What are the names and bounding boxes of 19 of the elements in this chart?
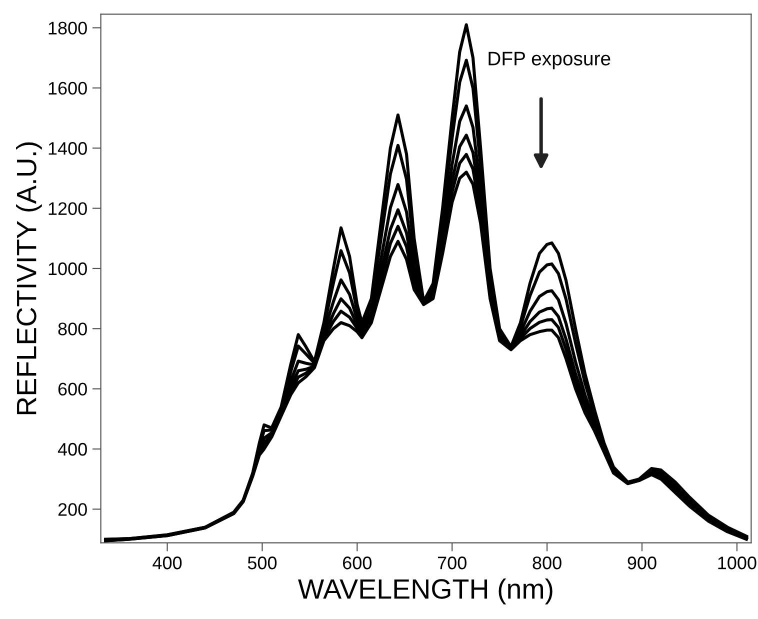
x-tick-label: 500 (248, 556, 277, 570)
y-tick-label: 400 (58, 442, 87, 456)
y-tick-label: 200 (58, 503, 87, 516)
x-tick-label: 800 (532, 556, 562, 570)
x-tick-label: 400 (152, 556, 182, 570)
y-tick-label: 1000 (48, 262, 87, 276)
y-axis-title: REFLECTIVITY (A.U.) (16, 142, 42, 414)
y-tick-label: 1400 (48, 142, 87, 155)
x-tick-label: 900 (628, 556, 656, 570)
x-tick-label: 600 (343, 556, 372, 570)
x-axis-title: WAVELENGTH (nm) (298, 578, 552, 604)
y-tick-label: 1800 (48, 22, 87, 34)
y-tick-label: 1200 (48, 202, 87, 216)
y-tick-label: 1600 (48, 82, 87, 95)
y-tick-label: 600 (58, 382, 87, 396)
y-tick-label: 800 (58, 322, 87, 336)
annotation: DFP exposure (488, 52, 610, 70)
x-tick-label: 1000 (718, 556, 756, 570)
x-tick-label: 700 (438, 556, 466, 570)
